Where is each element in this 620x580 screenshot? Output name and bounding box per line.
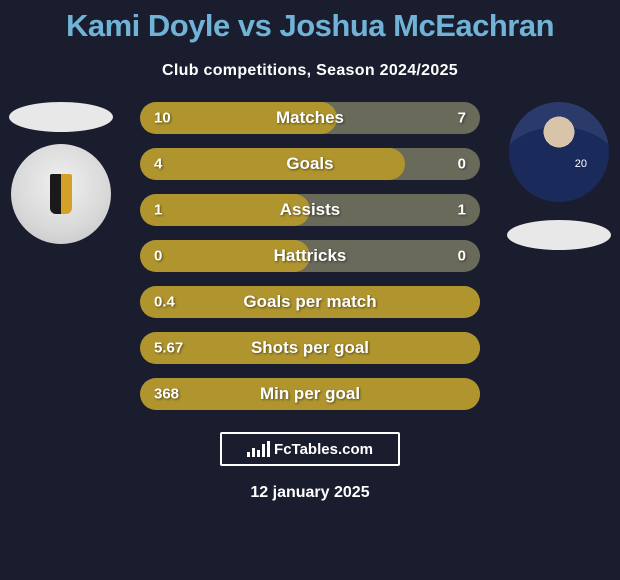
stat-value-left: 368 (154, 386, 179, 403)
stat-bar-fill (140, 148, 405, 180)
stat-value-left: 1 (154, 202, 162, 219)
chart-icon (247, 441, 270, 457)
stat-label: Min per goal (260, 384, 360, 404)
stat-value-left: 5.67 (154, 340, 183, 357)
stat-bar: 5.67 Shots per goal (140, 332, 480, 364)
brand-text: FcTables.com (274, 441, 373, 458)
stat-bar: 1 Assists 1 (140, 194, 480, 226)
stat-bar: 0.4 Goals per match (140, 286, 480, 318)
stat-bar: 0 Hattricks 0 (140, 240, 480, 272)
stat-value-left: 0.4 (154, 294, 175, 311)
player-left-crest (11, 144, 111, 244)
stat-value-right: 1 (458, 202, 466, 219)
stat-bar: 4 Goals 0 (140, 148, 480, 180)
footer-date: 12 january 2025 (0, 484, 620, 502)
stat-value-left: 0 (154, 248, 162, 265)
player-right-photo (509, 102, 609, 202)
stat-value-left: 4 (154, 156, 162, 173)
subtitle: Club competitions, Season 2024/2025 (0, 62, 620, 80)
stat-value-right: 0 (458, 248, 466, 265)
stat-label: Goals per match (243, 292, 376, 312)
stat-label: Shots per goal (251, 338, 369, 358)
brand-logo: FcTables.com (220, 432, 400, 466)
crest-shield-icon (50, 174, 72, 214)
player-right-column (504, 102, 614, 250)
stat-label: Goals (286, 154, 333, 174)
stat-value-right: 0 (458, 156, 466, 173)
page-title: Kami Doyle vs Joshua McEachran (0, 0, 620, 44)
stat-bar: 10 Matches 7 (140, 102, 480, 134)
player-right-nameplate (507, 220, 611, 250)
player-left-column (6, 102, 116, 244)
stat-bars: 10Matches74Goals01Assists10Hattricks00.4… (140, 102, 480, 410)
comparison-content: 10Matches74Goals01Assists10Hattricks00.4… (0, 102, 620, 410)
stat-value-right: 7 (458, 110, 466, 127)
stat-label: Assists (280, 200, 340, 220)
player-left-nameplate (9, 102, 113, 132)
stat-bar: 368 Min per goal (140, 378, 480, 410)
stat-label: Hattricks (274, 246, 347, 266)
stat-label: Matches (276, 108, 344, 128)
stat-value-left: 10 (154, 110, 171, 127)
